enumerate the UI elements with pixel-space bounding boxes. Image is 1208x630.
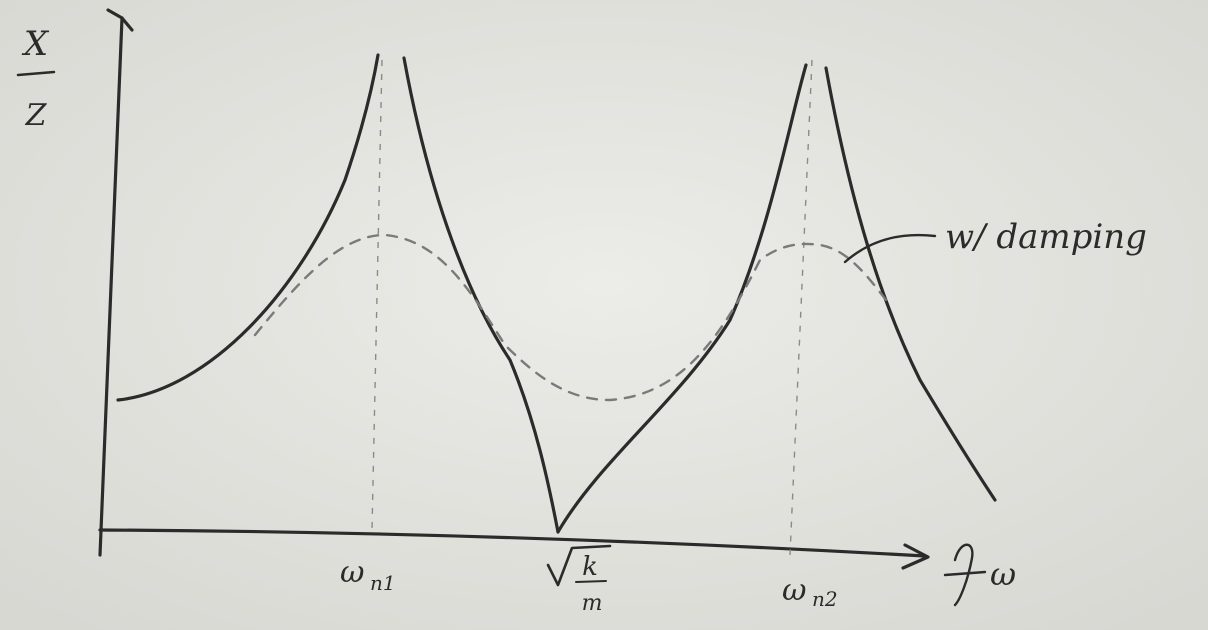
x-mark-subscript: n1: [370, 571, 396, 595]
x-mark-numerator: k: [582, 552, 598, 582]
x-mark-denominator: m: [582, 591, 603, 616]
fraction-bar: [576, 581, 606, 582]
y-label-denominator: Z: [25, 98, 48, 133]
annotation: w/ damping: [945, 217, 1147, 257]
page: Frequency response sketch {"y_axis_label…: [0, 0, 1208, 630]
x-mark-symbol: ω: [782, 573, 806, 608]
y-label-numerator: X: [21, 24, 50, 64]
diagram: X Z w/ damping ω n1 k m ω n2 ω: [0, 0, 1208, 630]
paper: [0, 0, 1208, 630]
x-mark-symbol: ω: [340, 555, 364, 590]
x-axis-label: ω: [990, 555, 1016, 593]
body: X Z w/ damping ω n1 k m ω n2 ω (() => { …: [0, 0, 1208, 630]
x-mark-subscript: n2: [812, 587, 838, 611]
